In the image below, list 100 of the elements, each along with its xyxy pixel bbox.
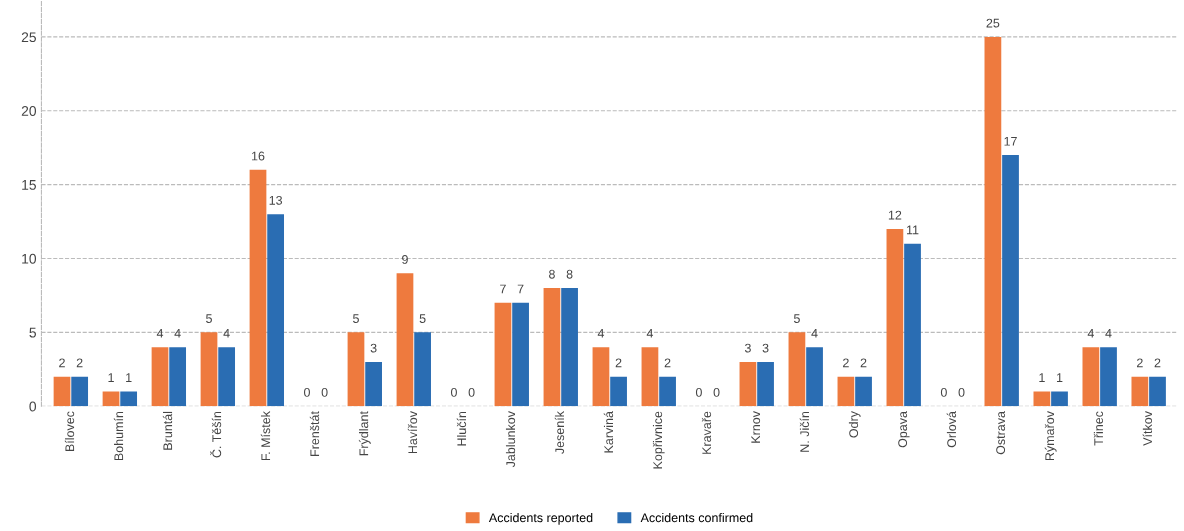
data-label: 5	[353, 314, 359, 323]
x-tick-label: Jablunkov	[505, 411, 516, 468]
data-label: 8	[549, 269, 555, 279]
x-tick-label: F. Místek	[260, 411, 271, 461]
bar	[592, 347, 610, 407]
data-label: 4	[811, 328, 818, 338]
data-label: 2	[664, 358, 671, 368]
data-label: 5	[419, 314, 426, 323]
x-tick-label: Hlučín	[456, 411, 467, 446]
bar	[641, 347, 659, 407]
data-label: 9	[402, 255, 408, 264]
x-tick-label: Frenštát	[309, 411, 320, 456]
bar	[886, 228, 904, 407]
data-label: 2	[860, 358, 867, 368]
data-label: 12	[888, 210, 902, 220]
x-tick-label: Kravaře	[701, 411, 712, 454]
x-tick-label: Bruntál	[162, 411, 173, 450]
y-tick-label: 25	[21, 32, 36, 43]
x-tick-label: N. Jičín	[799, 411, 810, 452]
bar	[120, 391, 138, 407]
bar	[1033, 391, 1051, 407]
bar	[169, 347, 187, 407]
data-label: 16	[251, 151, 265, 161]
x-tick-label: Č. Těšín	[210, 411, 222, 458]
data-label: 0	[304, 387, 310, 397]
bar	[347, 332, 365, 407]
x-tick-label: Odry	[848, 411, 861, 438]
data-label: 0	[450, 387, 457, 397]
bar	[855, 376, 872, 407]
data-label: 5	[793, 314, 800, 323]
bar	[396, 273, 414, 407]
bar	[659, 376, 676, 407]
data-label: 7	[500, 284, 506, 294]
data-label: 4	[174, 328, 181, 338]
legend-label: Accidents confirmed	[640, 512, 753, 523]
bar	[365, 361, 382, 407]
bar	[414, 332, 431, 407]
x-tick-label: Opava	[898, 411, 910, 448]
bar	[1082, 347, 1100, 407]
bar	[1100, 347, 1117, 407]
data-label: 25	[986, 18, 1000, 28]
bar	[757, 361, 774, 407]
data-label: 4	[156, 328, 164, 338]
data-label: 3	[762, 343, 769, 353]
data-label: 2	[76, 358, 83, 368]
bar	[102, 391, 120, 407]
data-label: 4	[1087, 328, 1094, 338]
x-tick-label: Krnov	[751, 411, 761, 443]
bar	[151, 347, 169, 407]
data-label: 13	[269, 195, 283, 205]
data-label: 2	[1137, 358, 1143, 368]
data-label: 0	[321, 387, 328, 397]
data-label: 3	[744, 343, 751, 353]
bar	[249, 169, 267, 407]
x-tick-label: Orlová	[946, 411, 957, 448]
bar	[267, 214, 284, 407]
x-tick-label: Vítkov	[1142, 411, 1153, 446]
data-label: 4	[223, 328, 230, 338]
bar	[1131, 376, 1149, 407]
bar	[904, 243, 921, 407]
x-tick-label: Třinec	[1093, 411, 1104, 446]
bar	[788, 332, 806, 407]
x-tick-label: Havířov	[407, 411, 418, 454]
bar	[610, 376, 627, 407]
bar	[837, 376, 855, 407]
bar	[561, 288, 578, 407]
x-tick-label: Bílovec	[64, 411, 75, 452]
data-label: 3	[370, 343, 377, 353]
data-label: 2	[59, 358, 65, 368]
x-tick-label: Bohumín	[113, 411, 124, 461]
data-label: 4	[597, 328, 605, 338]
data-label: 8	[566, 269, 573, 279]
bar	[512, 302, 529, 407]
bar	[1149, 376, 1166, 407]
bar	[71, 376, 89, 407]
bar	[543, 288, 561, 407]
data-label: 5	[206, 314, 212, 323]
data-label: 1	[1039, 373, 1045, 382]
data-label: 2	[1154, 358, 1161, 368]
y-tick-label: 0	[29, 401, 37, 412]
x-tick-label: Frýdlant	[358, 411, 371, 456]
y-tick-label: 15	[22, 180, 36, 190]
data-label: 4	[646, 328, 654, 338]
data-label: 4	[1105, 328, 1112, 338]
bar	[984, 36, 1002, 407]
y-tick-label: 10	[22, 253, 37, 264]
data-label: 0	[695, 387, 702, 397]
bar	[1051, 391, 1068, 407]
data-label: 7	[517, 284, 524, 294]
x-tick-label: Jeseník	[554, 411, 565, 454]
data-label: 0	[713, 387, 720, 397]
y-tick-label: 20	[21, 106, 37, 116]
bar	[53, 376, 71, 407]
bar	[494, 302, 512, 407]
x-tick-label: Kopřivnice	[652, 411, 665, 469]
y-tick-label: 5	[29, 327, 36, 338]
bar	[200, 332, 218, 407]
data-label: 17	[1004, 136, 1017, 146]
bar	[806, 347, 823, 407]
x-tick-label: Karviná	[603, 411, 614, 453]
